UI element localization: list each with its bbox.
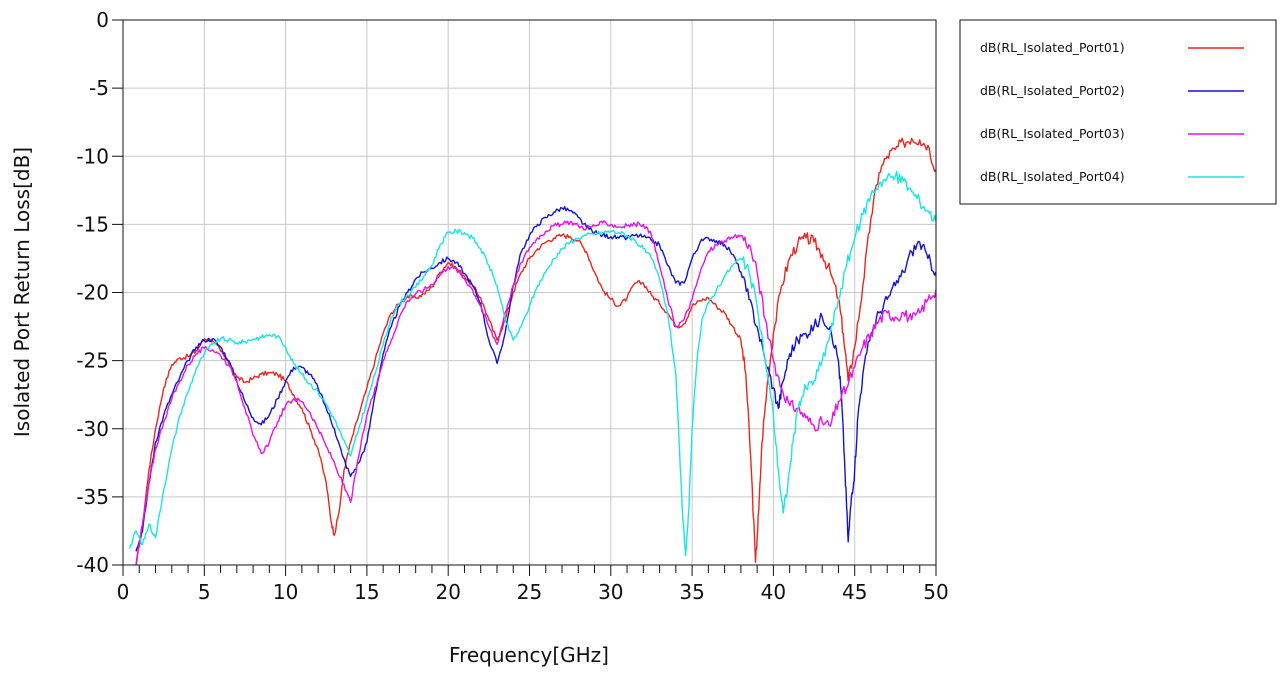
series-line-1	[135, 137, 936, 565]
series-line-3	[135, 220, 936, 565]
x-tick-label: 30	[598, 580, 623, 604]
x-tick-label: 50	[923, 580, 948, 604]
x-tick-label: 15	[354, 580, 379, 604]
y-axis-label: Isolated Port Return Loss[dB]	[10, 147, 34, 437]
series-line-4	[128, 170, 936, 557]
legend-label: dB(RL_Isolated_Port02)	[980, 83, 1125, 98]
legend-box	[959, 19, 1277, 205]
y-tick-label: -40	[76, 553, 109, 577]
y-tick-label: -35	[76, 485, 109, 509]
y-tick-label: -15	[76, 212, 109, 236]
x-tick-label: 45	[842, 580, 867, 604]
grid-lines	[122, 19, 937, 566]
x-axis-label: Frequency[GHz]	[449, 643, 609, 667]
x-axis-ticks: 0 5 10 15 20 25 30 35 40 45 50	[117, 565, 949, 604]
legend-label: dB(RL_Isolated_Port03)	[980, 126, 1125, 141]
y-tick-label: -5	[89, 76, 109, 100]
x-tick-label: 0	[117, 580, 130, 604]
x-tick-label: 5	[198, 580, 211, 604]
series-line-2	[135, 206, 936, 552]
legend: dB(RL_Isolated_Port01) dB(RL_Isolated_Por…	[959, 19, 1277, 205]
y-axis-ticks: 0 -5 -10 -15 -20 -25 -30 -35 -40	[76, 8, 123, 577]
legend-label: dB(RL_Isolated_Port04)	[980, 169, 1125, 184]
x-tick-label: 35	[679, 580, 704, 604]
y-tick-label: -20	[76, 281, 109, 305]
series-layer	[128, 137, 936, 565]
x-tick-label: 40	[761, 580, 786, 604]
y-tick-label: -25	[76, 349, 109, 373]
x-tick-label: 25	[517, 580, 542, 604]
x-tick-label: 20	[435, 580, 460, 604]
x-tick-label: 10	[273, 580, 298, 604]
y-tick-label: -10	[76, 144, 109, 168]
y-tick-label: -30	[76, 417, 109, 441]
y-tick-label: 0	[96, 8, 109, 32]
legend-label: dB(RL_Isolated_Port01)	[980, 40, 1125, 55]
